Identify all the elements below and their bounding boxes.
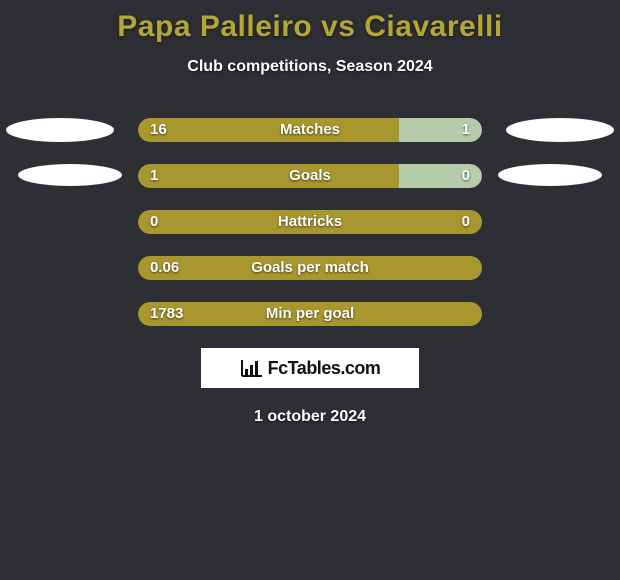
stat-value-left: 1 bbox=[150, 164, 158, 188]
stat-value-right: 0 bbox=[462, 210, 470, 234]
stat-rows: Matches161Goals10Hattricks00Goals per ma… bbox=[0, 118, 620, 326]
stat-bar-track bbox=[138, 256, 482, 280]
stat-value-right: 1 bbox=[462, 118, 470, 142]
stat-bar-track bbox=[138, 210, 482, 234]
player-marker-right bbox=[498, 164, 602, 186]
page-title: Papa Palleiro vs Ciavarelli bbox=[0, 0, 620, 44]
stat-bar-left bbox=[138, 256, 482, 280]
stat-value-left: 16 bbox=[150, 118, 167, 142]
stat-value-right: 0 bbox=[462, 164, 470, 188]
stat-row: Goals10 bbox=[0, 164, 620, 188]
page-subtitle: Club competitions, Season 2024 bbox=[0, 58, 620, 76]
stat-bar-left bbox=[138, 210, 482, 234]
stat-bar-track bbox=[138, 118, 482, 142]
stat-value-left: 0 bbox=[150, 210, 158, 234]
stat-value-left: 0.06 bbox=[150, 256, 179, 280]
stat-bar-left bbox=[138, 302, 482, 326]
stat-value-left: 1783 bbox=[150, 302, 183, 326]
stat-row: Min per goal1783 bbox=[0, 302, 620, 326]
player-marker-right bbox=[506, 118, 614, 142]
barchart-icon bbox=[240, 358, 264, 378]
stat-row: Hattricks00 bbox=[0, 210, 620, 234]
logo-badge: FcTables.com bbox=[201, 348, 419, 388]
player-marker-left bbox=[18, 164, 122, 186]
stat-bar-track bbox=[138, 164, 482, 188]
logo-text: FcTables.com bbox=[268, 358, 381, 379]
stat-row: Goals per match0.06 bbox=[0, 256, 620, 280]
stat-row: Matches161 bbox=[0, 118, 620, 142]
date-text: 1 october 2024 bbox=[0, 408, 620, 426]
player-marker-left bbox=[6, 118, 114, 142]
stat-bar-track bbox=[138, 302, 482, 326]
stat-bar-left bbox=[138, 118, 399, 142]
stat-bar-left bbox=[138, 164, 399, 188]
